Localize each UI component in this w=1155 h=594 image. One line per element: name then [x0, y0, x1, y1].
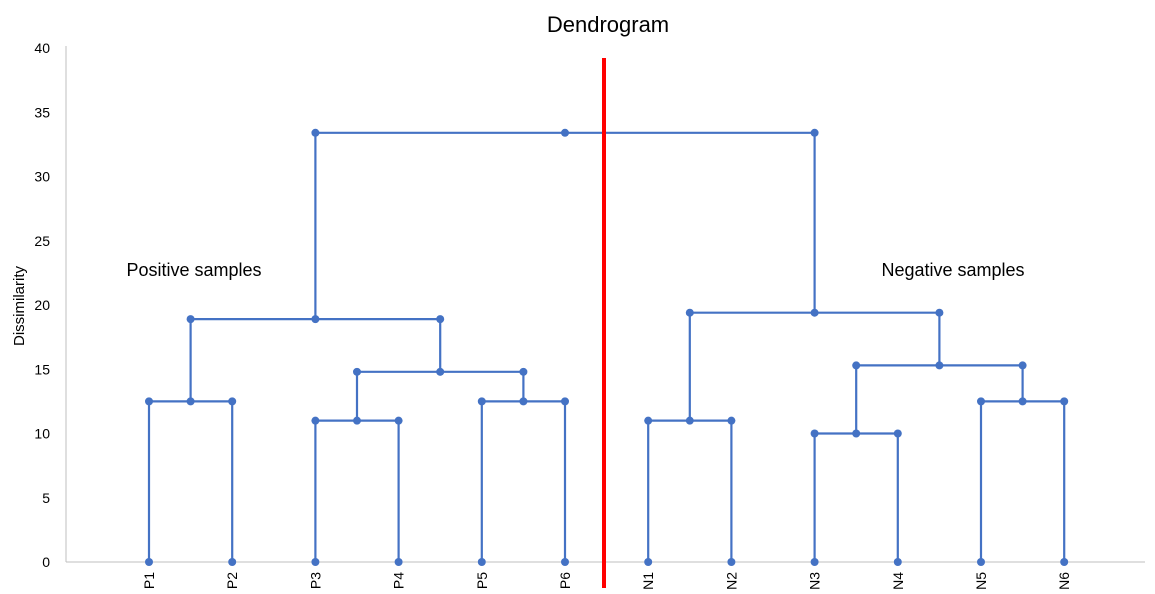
- node-marker: [727, 416, 736, 425]
- dendrogram-link: [979, 400, 1066, 562]
- node-marker: [477, 558, 486, 566]
- x-tick-label: P1: [141, 572, 157, 589]
- x-tick-labels: P1 P2 P3 P4 P5 P6 N1 N2 N3 N4 N5 N6: [141, 572, 1072, 590]
- y-axis-label: Dissimilarity: [11, 266, 28, 346]
- dendrogram-link: [147, 400, 234, 562]
- node-marker: [394, 416, 403, 425]
- x-tick-label: P6: [557, 572, 573, 589]
- dendrogram-link: [855, 364, 1024, 434]
- dendrogram-link: [813, 432, 899, 562]
- annotations: Positive samples Negative samples: [126, 260, 1024, 280]
- x-tick-label: P2: [224, 572, 240, 589]
- node-marker: [145, 397, 153, 406]
- dendrogram-link: [480, 400, 567, 562]
- y-tick-label: 5: [42, 490, 50, 506]
- y-tick-label: 15: [34, 361, 50, 377]
- node-marker: [935, 361, 944, 370]
- node-marker: [1060, 397, 1069, 406]
- node-marker: [353, 367, 361, 376]
- annotation-right: Negative samples: [881, 260, 1024, 280]
- x-tick-label: P4: [391, 572, 407, 589]
- node-marker: [727, 558, 736, 566]
- node-marker: [519, 397, 528, 406]
- y-tick-label: 25: [34, 233, 50, 249]
- node-marker: [477, 397, 486, 406]
- node-marker: [561, 128, 569, 137]
- annotation-left: Positive samples: [126, 260, 261, 280]
- node-marker: [810, 308, 819, 317]
- node-marker: [145, 558, 153, 566]
- node-marker: [353, 416, 361, 425]
- node-marker: [685, 308, 694, 317]
- node-marker: [561, 558, 569, 566]
- node-marker: [977, 397, 985, 406]
- node-marker: [893, 429, 902, 438]
- y-tick-labels: 0 5 10 15 20 25 30 35 40: [34, 40, 50, 570]
- dendrogram-link: [355, 370, 525, 421]
- x-tick-label: N2: [723, 572, 739, 590]
- x-tick-label: N4: [890, 572, 906, 590]
- x-tick-label: P5: [474, 572, 490, 589]
- y-tick-label: 0: [42, 554, 50, 570]
- chart-title: Dendrogram: [547, 12, 669, 37]
- y-tick-label: 10: [34, 426, 50, 442]
- node-marker: [186, 315, 195, 324]
- node-marker: [852, 361, 861, 370]
- node-marker: [561, 397, 569, 406]
- x-tick-label: N1: [640, 572, 656, 590]
- x-tick-label: N3: [807, 572, 823, 590]
- node-marker: [228, 558, 237, 566]
- node-marker: [436, 315, 445, 324]
- node-marker: [1018, 361, 1027, 370]
- node-marker: [311, 416, 320, 425]
- dendrogram-nodes: [145, 128, 1069, 566]
- node-marker: [186, 397, 195, 406]
- node-marker: [977, 558, 985, 566]
- node-marker: [311, 558, 320, 566]
- node-marker: [1018, 397, 1027, 406]
- node-marker: [852, 429, 861, 438]
- dendrogram-link: [314, 131, 816, 320]
- node-marker: [810, 558, 819, 566]
- node-marker: [644, 558, 653, 566]
- node-marker: [1060, 558, 1069, 566]
- y-tick-label: 30: [34, 169, 50, 185]
- x-tick-label: N5: [973, 572, 989, 590]
- node-marker: [810, 429, 819, 438]
- node-marker: [644, 416, 653, 425]
- dendrogram-link: [688, 311, 941, 421]
- y-tick-label: 40: [34, 40, 50, 56]
- node-marker: [228, 397, 237, 406]
- dendrogram-link: [314, 419, 400, 562]
- y-tick-label: 20: [34, 297, 50, 313]
- node-marker: [311, 315, 320, 324]
- node-marker: [935, 308, 944, 317]
- dendrogram-link: [189, 318, 442, 402]
- node-marker: [311, 128, 320, 137]
- node-marker: [685, 416, 694, 425]
- x-tick-label: P3: [307, 572, 323, 589]
- node-marker: [519, 367, 528, 376]
- node-marker: [810, 128, 819, 137]
- y-tick-label: 35: [34, 104, 50, 120]
- dendrogram-link: [647, 419, 733, 562]
- dendrogram-links: [147, 131, 1066, 562]
- x-tick-label: N6: [1056, 572, 1072, 590]
- node-marker: [394, 558, 403, 566]
- node-marker: [893, 558, 902, 566]
- node-marker: [436, 367, 445, 376]
